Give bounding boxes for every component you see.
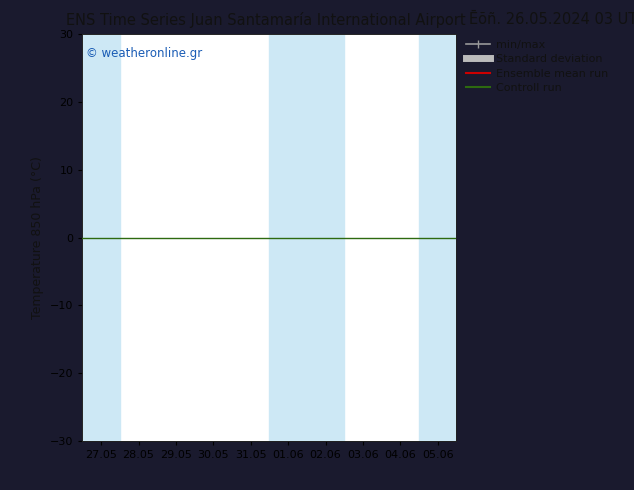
Legend: min/max, Standard deviation, Ensemble mean run, Controll run: min/max, Standard deviation, Ensemble me… <box>466 40 608 93</box>
Bar <box>269 34 307 441</box>
Text: © weatheronline.gr: © weatheronline.gr <box>86 47 202 59</box>
Bar <box>419 34 456 441</box>
Bar <box>307 34 344 441</box>
Y-axis label: Temperature 850 hPa (°C): Temperature 850 hPa (°C) <box>31 156 44 319</box>
Text: Ēõñ. 26.05.2024 03 UTC: Ēõñ. 26.05.2024 03 UTC <box>469 12 634 27</box>
Bar <box>82 34 120 441</box>
Text: ENS Time Series Juan Santamaría International Airport: ENS Time Series Juan Santamaría Internat… <box>67 12 466 28</box>
